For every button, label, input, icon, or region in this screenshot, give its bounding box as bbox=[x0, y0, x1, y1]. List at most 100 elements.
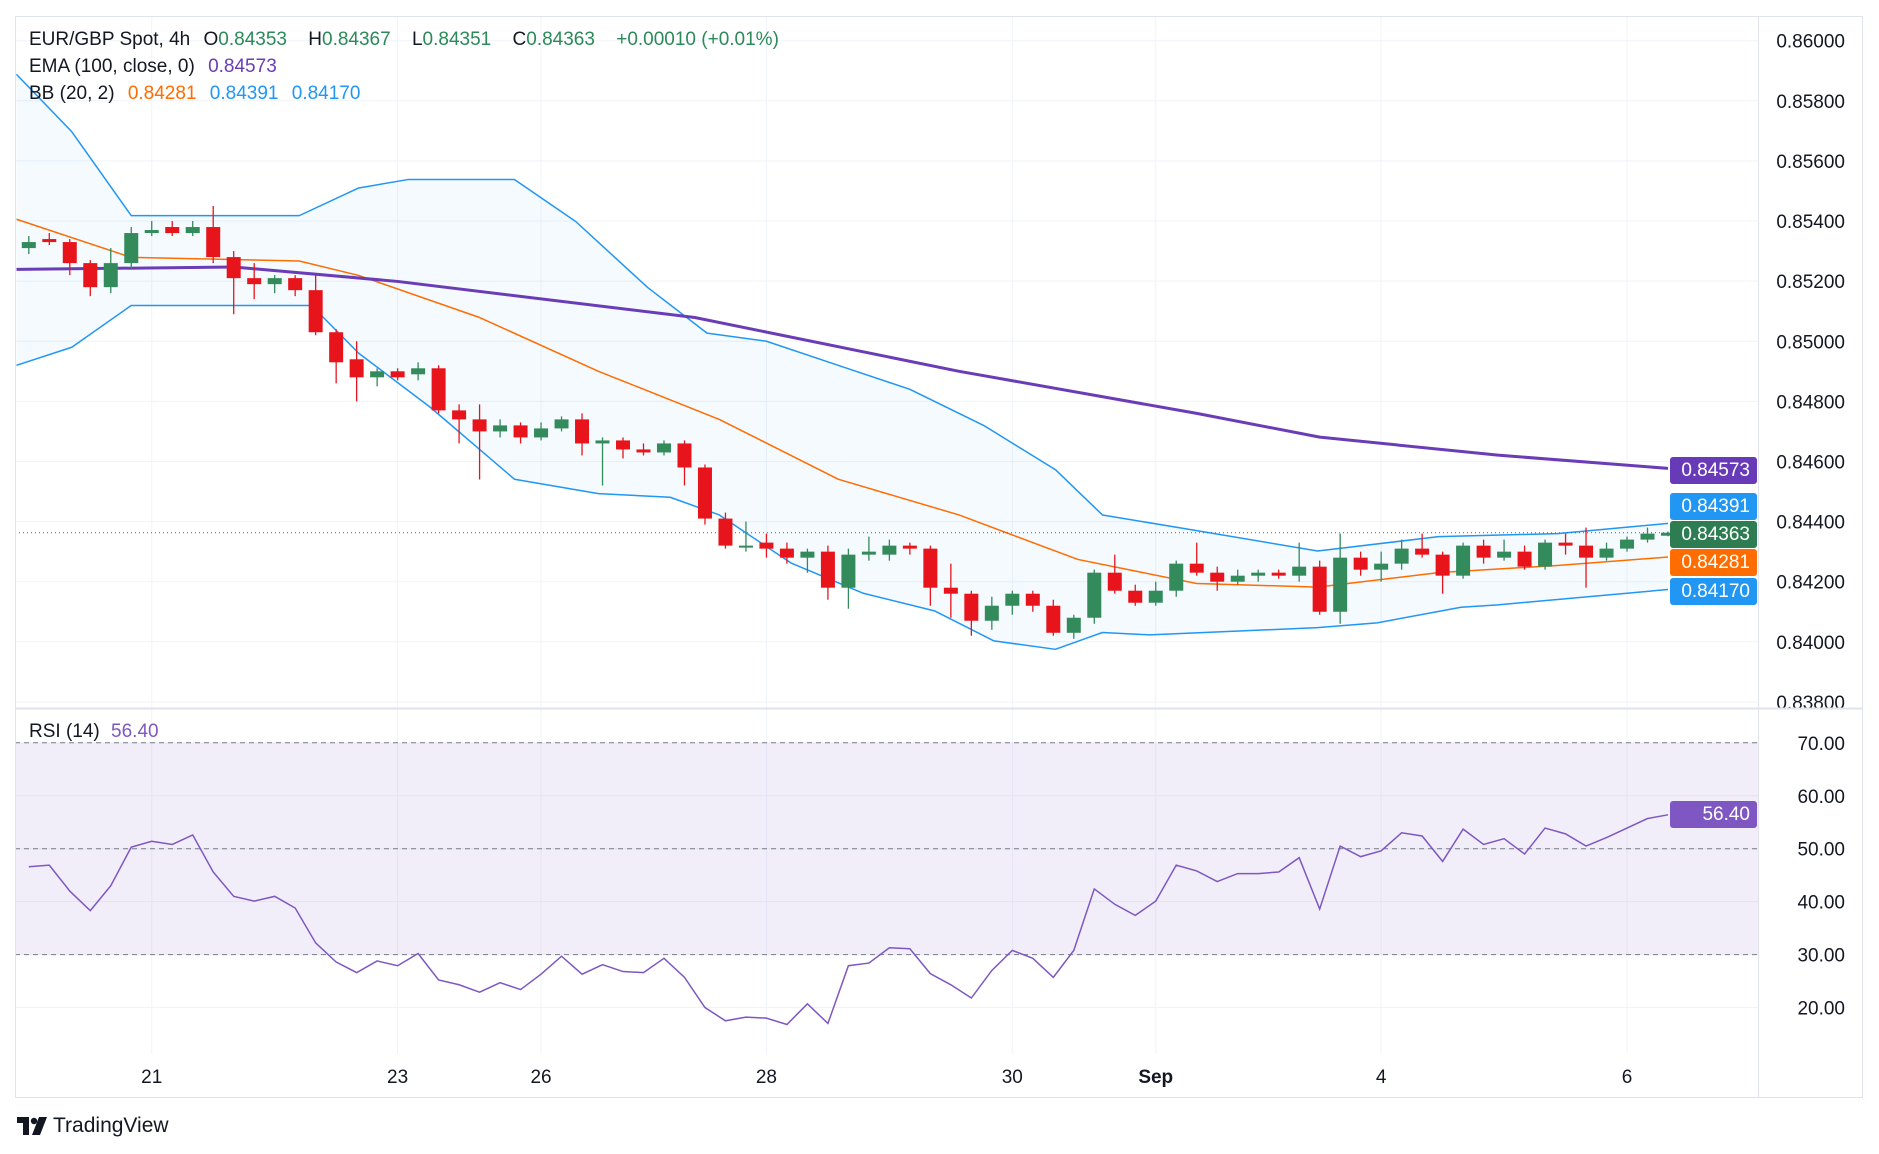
bb-legend: BB (20, 2) 0.84281 0.84391 0.84170 bbox=[29, 83, 368, 105]
bb-mid-price-badge: 0.84281 bbox=[1670, 548, 1757, 576]
symbol-title[interactable]: EUR/GBP Spot, 4h bbox=[29, 29, 191, 50]
candle bbox=[656, 443, 671, 453]
time-tick-label: 26 bbox=[530, 1067, 551, 1088]
bollinger-fill bbox=[16, 74, 1669, 650]
candle bbox=[534, 428, 549, 438]
candle bbox=[103, 263, 118, 288]
price-tick-label: 0.83800 bbox=[1776, 693, 1845, 714]
candle bbox=[493, 425, 508, 432]
price-tick-label: 0.85400 bbox=[1776, 212, 1845, 233]
price-tick-label: 0.84600 bbox=[1776, 452, 1845, 473]
candle bbox=[1558, 542, 1573, 546]
candle bbox=[1066, 617, 1081, 633]
candle bbox=[1640, 533, 1655, 540]
candle bbox=[1046, 605, 1061, 633]
ema-value: 0.84573 bbox=[208, 56, 277, 77]
change-value: +0.00010 (+0.01%) bbox=[616, 29, 779, 50]
candle bbox=[165, 227, 180, 234]
tradingview-logo-icon bbox=[17, 1117, 47, 1135]
rsi-legend: RSI (14) 56.40 bbox=[29, 721, 159, 743]
rsi-tick-label: 30.00 bbox=[1797, 946, 1845, 967]
candle bbox=[1661, 532, 1675, 536]
candle bbox=[779, 548, 794, 558]
candle bbox=[21, 242, 36, 249]
candle bbox=[902, 545, 917, 549]
candle bbox=[349, 359, 364, 378]
rsi-value: 56.40 bbox=[111, 721, 159, 742]
bb-upper-price-badge: 0.84391 bbox=[1670, 492, 1757, 520]
axes: 0.86000 0.85800 0.85600 0.85400 0.85200 0.850… bbox=[141, 32, 1845, 1088]
candle bbox=[390, 371, 405, 378]
candle bbox=[1230, 575, 1245, 582]
time-tick-label: Sep bbox=[1138, 1067, 1173, 1088]
rsi-label[interactable]: RSI (14) bbox=[29, 721, 100, 742]
time-tick-label: 6 bbox=[1622, 1067, 1633, 1088]
bb-lower-value: 0.84170 bbox=[291, 83, 361, 104]
candle bbox=[1025, 593, 1040, 606]
rsi-tick-label: 50.00 bbox=[1797, 840, 1845, 861]
time-tick-label: 28 bbox=[756, 1067, 777, 1088]
price-tick-label: 0.84000 bbox=[1776, 633, 1845, 654]
ema-line bbox=[16, 265, 1669, 470]
candle bbox=[513, 425, 528, 438]
open-label: O bbox=[203, 29, 219, 50]
brand-name: TradingView bbox=[53, 1114, 169, 1137]
time-tick-label: 21 bbox=[141, 1067, 162, 1088]
candle bbox=[1148, 590, 1163, 603]
candle bbox=[1251, 572, 1266, 576]
candle bbox=[554, 419, 569, 429]
candle bbox=[42, 239, 57, 243]
candle bbox=[575, 419, 590, 444]
candle bbox=[62, 242, 77, 264]
price-tick-label: 0.85200 bbox=[1776, 272, 1845, 293]
time-tick-label: 4 bbox=[1376, 1067, 1387, 1088]
candle bbox=[841, 554, 856, 588]
bb-lower-price-badge: 0.84170 bbox=[1670, 577, 1757, 605]
price-tick-label: 0.85000 bbox=[1776, 332, 1845, 353]
price-tick-label: 0.85600 bbox=[1776, 152, 1845, 173]
price-tick-label: 0.84400 bbox=[1776, 513, 1845, 534]
time-tick-label: 23 bbox=[387, 1067, 408, 1088]
candle bbox=[636, 449, 651, 453]
candle bbox=[370, 371, 385, 378]
bb-mid-line bbox=[16, 218, 1669, 588]
candle bbox=[697, 467, 712, 519]
rsi-band bbox=[15, 742, 1758, 956]
candle bbox=[1169, 563, 1184, 591]
bollinger-band-fill bbox=[16, 74, 1669, 650]
bb-label[interactable]: BB (20, 2) bbox=[29, 83, 115, 104]
candle bbox=[144, 230, 159, 234]
candle bbox=[185, 227, 200, 234]
candle bbox=[247, 278, 262, 285]
candle bbox=[1599, 548, 1614, 558]
current-price-badge: 0.84363 bbox=[1670, 520, 1757, 548]
candle bbox=[1620, 539, 1635, 549]
candle bbox=[267, 278, 282, 285]
symbol-legend: EUR/GBP Spot, 4h O0.84353 H0.84367 L0.84… bbox=[29, 29, 787, 51]
candle bbox=[1005, 593, 1020, 606]
candle bbox=[1579, 545, 1594, 558]
candle bbox=[677, 443, 692, 468]
tradingview-logo[interactable]: TradingView bbox=[17, 1114, 169, 1138]
candle bbox=[1476, 545, 1491, 558]
high-label: H bbox=[308, 29, 322, 50]
rsi-line bbox=[28, 814, 1669, 1026]
candle bbox=[738, 545, 753, 548]
ema-price-badge: 0.84573 bbox=[1670, 456, 1757, 484]
bb-upper-line bbox=[15, 73, 1669, 552]
candle bbox=[308, 290, 323, 333]
ema-legend: EMA (100, close, 0) 0.84573 bbox=[29, 56, 285, 78]
candle bbox=[1353, 557, 1368, 570]
price-tick-label: 0.84800 bbox=[1776, 392, 1845, 413]
candle bbox=[923, 548, 938, 588]
low-value: 0.84351 bbox=[422, 29, 492, 50]
ema-label[interactable]: EMA (100, close, 0) bbox=[29, 56, 195, 77]
candle bbox=[83, 263, 98, 288]
candle bbox=[206, 227, 221, 258]
candle bbox=[288, 278, 303, 291]
close-value: 0.84363 bbox=[526, 29, 595, 50]
candle bbox=[431, 368, 446, 411]
candle bbox=[1497, 551, 1512, 558]
candles bbox=[21, 206, 1675, 639]
